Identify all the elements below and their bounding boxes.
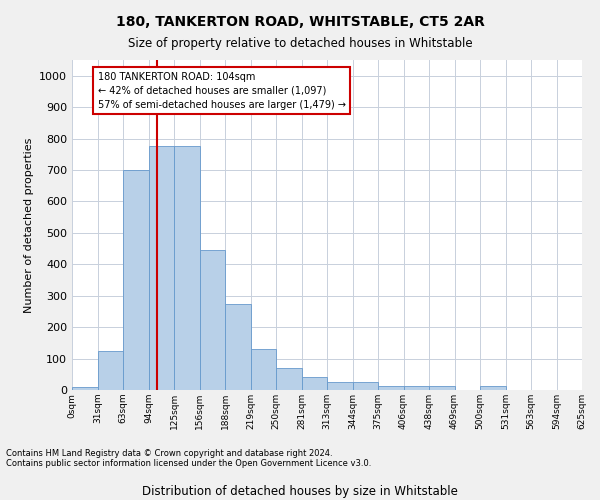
Bar <box>480 386 505 390</box>
Bar <box>404 386 429 390</box>
Text: Contains HM Land Registry data © Crown copyright and database right 2024.: Contains HM Land Registry data © Crown c… <box>6 448 332 458</box>
Bar <box>302 378 327 390</box>
Bar <box>378 386 404 390</box>
Bar <box>149 146 174 390</box>
Bar <box>353 382 378 390</box>
Text: 180 TANKERTON ROAD: 104sqm
← 42% of detached houses are smaller (1,097)
57% of s: 180 TANKERTON ROAD: 104sqm ← 42% of deta… <box>97 72 346 110</box>
Bar <box>327 382 353 390</box>
Text: Distribution of detached houses by size in Whitstable: Distribution of detached houses by size … <box>142 484 458 498</box>
Bar <box>251 349 276 390</box>
Text: Contains public sector information licensed under the Open Government Licence v3: Contains public sector information licen… <box>6 458 371 468</box>
Bar <box>123 170 149 390</box>
Bar <box>199 250 225 390</box>
Text: 180, TANKERTON ROAD, WHITSTABLE, CT5 2AR: 180, TANKERTON ROAD, WHITSTABLE, CT5 2AR <box>116 15 484 29</box>
Bar <box>276 368 302 390</box>
Bar <box>429 386 455 390</box>
Y-axis label: Number of detached properties: Number of detached properties <box>23 138 34 312</box>
Bar <box>72 388 97 390</box>
Bar <box>225 304 251 390</box>
Text: Size of property relative to detached houses in Whitstable: Size of property relative to detached ho… <box>128 38 472 51</box>
Bar <box>97 350 123 390</box>
Bar <box>174 146 199 390</box>
